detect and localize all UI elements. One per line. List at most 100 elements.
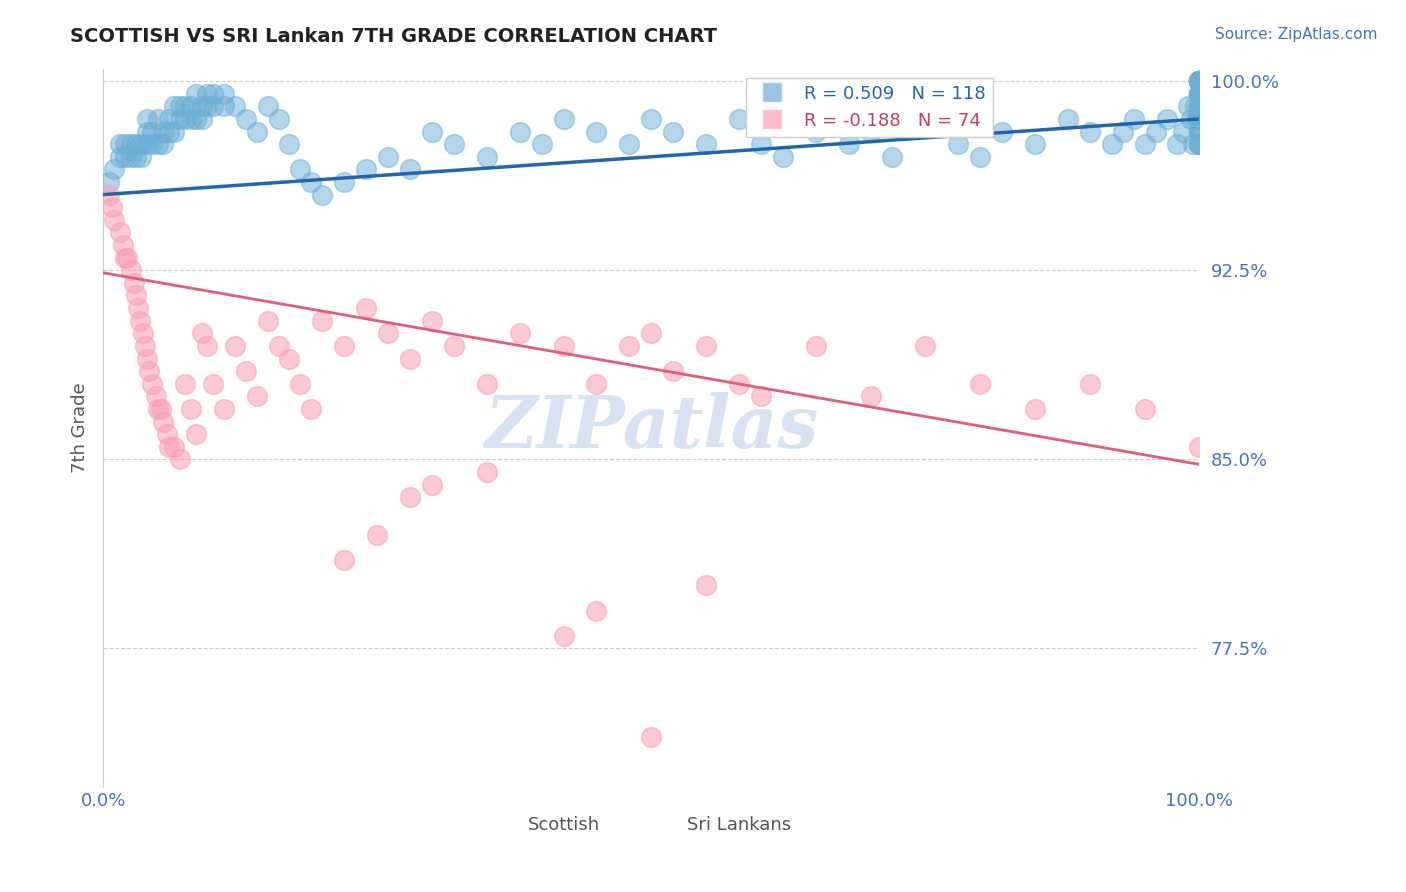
Point	[1188, 74, 1211, 88]
Point	[1188, 99, 1211, 113]
Point	[991, 124, 1014, 138]
Point	[443, 339, 465, 353]
Point	[169, 112, 191, 126]
Point	[585, 604, 607, 618]
Point	[1144, 124, 1167, 138]
Point	[212, 401, 235, 416]
Point	[1188, 74, 1211, 88]
Point	[695, 137, 717, 152]
Point	[97, 187, 120, 202]
Point	[1184, 99, 1206, 113]
Point	[141, 376, 163, 391]
Point	[195, 99, 218, 113]
Point	[914, 339, 936, 353]
Point	[246, 124, 269, 138]
Point	[180, 112, 202, 126]
Point	[174, 376, 197, 391]
Point	[163, 440, 186, 454]
Point	[969, 376, 991, 391]
Point	[150, 401, 173, 416]
Point	[101, 200, 124, 214]
Point	[186, 427, 208, 442]
Text: Scottish: Scottish	[527, 816, 599, 834]
Point	[103, 212, 125, 227]
Point	[948, 137, 970, 152]
Point	[125, 288, 148, 302]
Point	[127, 301, 149, 315]
Point	[131, 150, 153, 164]
Point	[662, 364, 685, 378]
Point	[1024, 137, 1046, 152]
Point	[399, 351, 422, 366]
Point	[728, 112, 751, 126]
Point	[914, 112, 936, 126]
Point	[509, 124, 531, 138]
Point	[120, 263, 142, 277]
Point	[1188, 87, 1211, 101]
Point	[157, 112, 180, 126]
Point	[553, 112, 575, 126]
Point	[191, 112, 214, 126]
Point	[163, 124, 186, 138]
Point	[114, 137, 136, 152]
Point	[640, 326, 662, 341]
Point	[201, 87, 224, 101]
Point	[1188, 74, 1211, 88]
Point	[267, 339, 290, 353]
Point	[553, 629, 575, 643]
Point	[749, 137, 772, 152]
Point	[163, 99, 186, 113]
Point	[120, 150, 142, 164]
Point	[1133, 401, 1156, 416]
Point	[136, 124, 159, 138]
Text: Sri Lankans: Sri Lankans	[688, 816, 792, 834]
Point	[1188, 137, 1211, 152]
Point	[278, 137, 301, 152]
Point	[191, 326, 214, 341]
Point	[108, 226, 131, 240]
Point	[695, 578, 717, 592]
Point	[157, 440, 180, 454]
Point	[114, 251, 136, 265]
Point	[585, 376, 607, 391]
Point	[1122, 112, 1144, 126]
Point	[108, 137, 131, 152]
Point	[125, 137, 148, 152]
Point	[354, 301, 377, 315]
Point	[1188, 74, 1211, 88]
Point	[111, 238, 134, 252]
Point	[256, 99, 278, 113]
Point	[1056, 112, 1078, 126]
Point	[125, 150, 148, 164]
Point	[152, 415, 174, 429]
Point	[377, 150, 399, 164]
Point	[859, 389, 882, 403]
Point	[103, 162, 125, 177]
Point	[1188, 137, 1211, 152]
Point	[278, 351, 301, 366]
Point	[1188, 74, 1211, 88]
Point	[169, 99, 191, 113]
Point	[728, 376, 751, 391]
Point	[131, 326, 153, 341]
Point	[553, 339, 575, 353]
Point	[191, 99, 214, 113]
Point	[1101, 137, 1123, 152]
Point	[117, 251, 139, 265]
Point	[530, 137, 553, 152]
Point	[256, 314, 278, 328]
Point	[1188, 74, 1211, 88]
Point	[136, 112, 159, 126]
Point	[141, 137, 163, 152]
Point	[1181, 137, 1204, 152]
Point	[354, 162, 377, 177]
Point	[186, 112, 208, 126]
Point	[749, 389, 772, 403]
Point	[201, 376, 224, 391]
Point	[212, 87, 235, 101]
Point	[333, 553, 356, 567]
Point	[146, 112, 169, 126]
Point	[235, 364, 257, 378]
Point	[640, 112, 662, 126]
Point	[131, 137, 153, 152]
